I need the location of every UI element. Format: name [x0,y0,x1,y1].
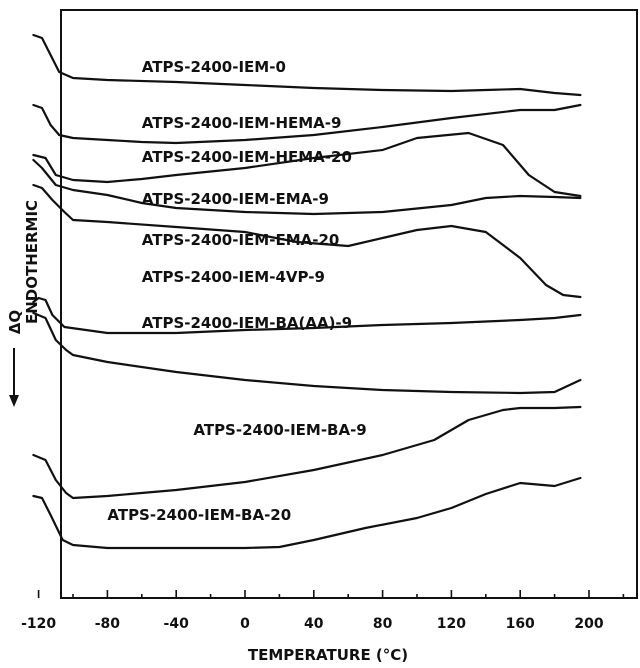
x-tick-label: -40 [164,616,190,632]
y-direction-arrow [9,348,19,407]
series-curve-6 [32,296,582,335]
x-tick-label: 160 [506,616,535,632]
series-label-4: ATPS-2400-IEM-EMA-9 [142,190,329,208]
series-label-6: ATPS-2400-IEM-4VP-9 [142,268,325,286]
y-axis-label-top: ΔQ [6,310,24,334]
series-label-3: ATPS-2400-IEM-HEMA-20 [142,148,352,166]
series-curve-4 [32,158,582,216]
x-axis: -120-80-4004080120160200240 [21,590,625,632]
x-tick-label: 40 [304,616,324,632]
series-labels-layer: ATPS-2400-IEM-0 ATPS-2400-IEM-HEMA-9 ATPS-… [107,58,366,524]
x-tick-label: 120 [437,616,466,632]
series-label-1: ATPS-2400-IEM-0 [142,58,286,76]
series-curve-1 [32,33,582,97]
series-curve-2 [32,103,582,145]
series-label-8: ATPS-2400-IEM-BA-9 [193,421,366,439]
series-curve-3 [32,131,582,198]
x-tick-label: -80 [95,616,121,632]
x-tick-label: -120 [21,616,56,632]
curves-layer [32,33,582,550]
series-curve-7 [32,311,582,395]
x-tick-label: 80 [373,616,393,632]
x-tick-label: 0 [240,616,250,632]
series-label-7: ATPS-2400-IEM-BA(AA)-9 [142,314,352,332]
x-tick-label: 200 [574,616,603,632]
series-label-9: ATPS-2400-IEM-BA-20 [107,506,291,524]
y-axis-label-bottom: ENDOTHERMIC [23,200,41,324]
series-curve-5 [32,183,582,299]
series-curve-9 [32,476,582,550]
series-label-5: ATPS-2400-IEM-EMA-20 [142,231,340,249]
x-axis-label: TEMPERATURE (°C) [248,646,408,664]
series-curve-8 [32,405,582,500]
series-label-2: ATPS-2400-IEM-HEMA-9 [142,114,342,132]
